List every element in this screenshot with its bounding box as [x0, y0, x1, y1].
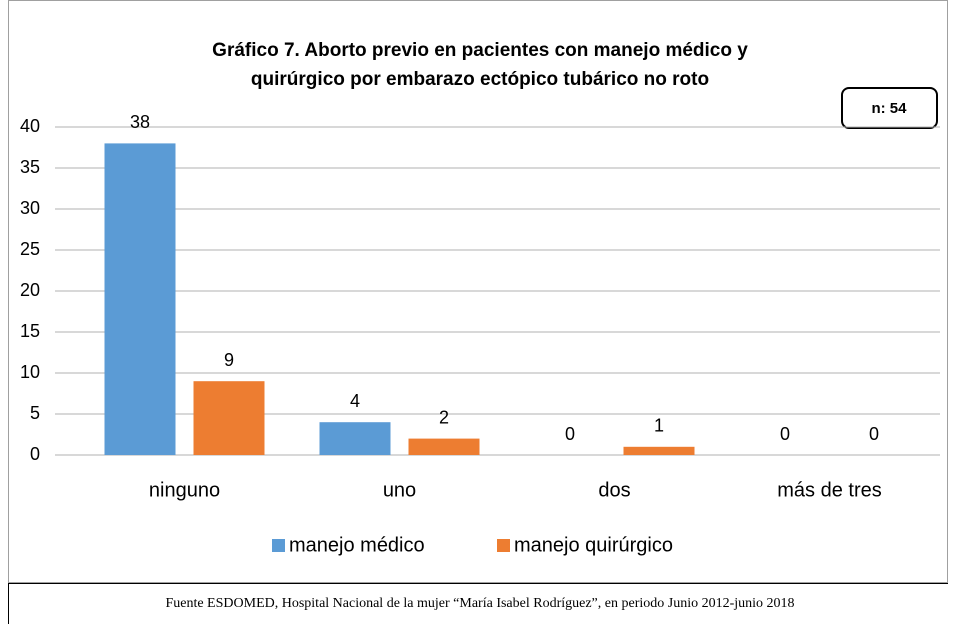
y-tick-label: 15: [20, 321, 40, 341]
y-tick-label: 40: [20, 116, 40, 136]
x-tick-label: más de tres: [777, 479, 881, 501]
x-tick-label: ninguno: [149, 479, 220, 501]
data-label: 0: [565, 424, 575, 444]
chart-title: Gráfico 7. Aborto previo en pacientes co…: [212, 40, 748, 61]
chart-title: quirúrgico por embarazo ectópico tubáric…: [251, 69, 709, 90]
data-label: 1: [654, 416, 664, 436]
y-tick-label: 5: [30, 403, 40, 423]
annotation: n: 54: [871, 100, 907, 117]
y-tick-label: 20: [20, 280, 40, 300]
data-label: 2: [439, 407, 449, 427]
bar: [319, 422, 391, 455]
legend-swatch: [497, 539, 510, 552]
annotation-box: [841, 87, 938, 129]
data-label: 38: [130, 112, 150, 132]
y-tick-label: 30: [20, 198, 40, 218]
data-label: 0: [780, 424, 790, 444]
legend-label: manejo médico: [289, 534, 425, 556]
y-tick-label: 0: [30, 444, 40, 464]
x-tick-label: dos: [598, 479, 630, 501]
bar: [193, 381, 265, 455]
source: Fuente ESDOMED, Hospital Nacional de la …: [165, 596, 794, 611]
y-tick-label: 25: [20, 239, 40, 259]
data-label: 9: [224, 350, 234, 370]
bar: [623, 446, 695, 455]
y-tick-label: 10: [20, 362, 40, 382]
legend-label: manejo quirúrgico: [514, 534, 673, 556]
bar: [104, 143, 176, 455]
chart-frame: [8, 0, 948, 583]
legend-swatch: [272, 539, 285, 552]
y-tick-label: 35: [20, 157, 40, 177]
data-label: 0: [869, 424, 879, 444]
data-label: 4: [350, 391, 360, 411]
x-tick-label: uno: [383, 479, 416, 501]
bar: [408, 438, 480, 455]
